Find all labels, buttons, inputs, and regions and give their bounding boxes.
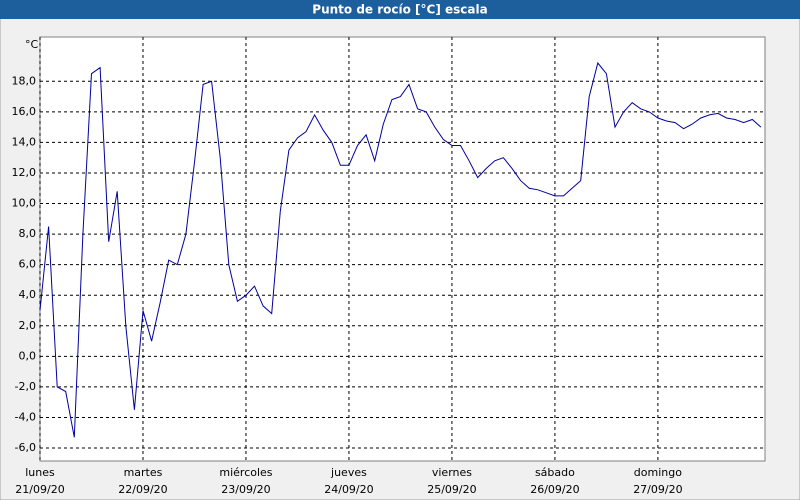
y-tick-label: 18,0 xyxy=(12,74,37,87)
x-tick-sublabel: 27/09/20 xyxy=(633,483,682,496)
plot-area xyxy=(39,36,766,462)
x-tick-sublabel: 25/09/20 xyxy=(427,483,476,496)
y-tick-label: 8,0 xyxy=(19,227,37,240)
x-tick-sublabel: 21/09/20 xyxy=(15,483,64,496)
x-tick-sublabel: 26/09/20 xyxy=(530,483,579,496)
x-tick-label: martes xyxy=(124,466,163,479)
y-tick-label: -2,0 xyxy=(15,380,36,393)
x-tick-sublabel: 22/09/20 xyxy=(118,483,167,496)
y-unit: °C xyxy=(25,38,39,51)
y-tick-label: 4,0 xyxy=(19,288,37,301)
y-tick-label: -6,0 xyxy=(15,441,36,454)
y-tick-label: 0,0 xyxy=(19,349,37,362)
x-tick-label: sábado xyxy=(535,466,575,479)
x-tick-label: lunes xyxy=(25,466,55,479)
y-tick-label: 14,0 xyxy=(12,135,37,148)
x-tick-sublabel: 24/09/20 xyxy=(324,483,373,496)
x-tick-label: viernes xyxy=(432,466,472,479)
x-tick-label: miércoles xyxy=(219,466,272,479)
chart-title: Punto de rocío [°C] escala xyxy=(312,3,487,17)
x-tick-label: domingo xyxy=(634,466,682,479)
y-tick-label: 6,0 xyxy=(19,258,37,271)
y-tick-label: 2,0 xyxy=(19,319,37,332)
x-tick-sublabel: 23/09/20 xyxy=(221,483,270,496)
title-bar xyxy=(0,0,800,19)
y-tick-label: 16,0 xyxy=(12,105,37,118)
data-line xyxy=(39,61,762,438)
y-tick-label: 12,0 xyxy=(12,166,37,179)
y-tick-label: -4,0 xyxy=(15,410,36,423)
y-tick-label: 10,0 xyxy=(12,197,37,210)
x-tick-label: jueves xyxy=(330,466,367,479)
